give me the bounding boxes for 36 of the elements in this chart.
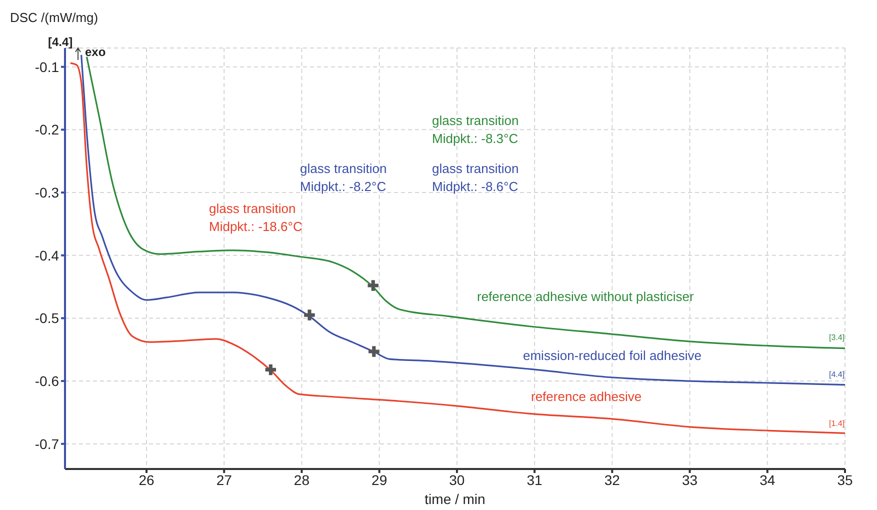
line-series [70, 62, 845, 434]
x-tick-label: 31 [526, 472, 543, 488]
annotation: [1.4] [829, 419, 845, 428]
point [368, 280, 378, 291]
annotation: exo [85, 45, 106, 59]
y-tick-label: -0.6 [34, 373, 60, 389]
y-tick-label: -0.2 [34, 122, 60, 138]
y-tick-label: -0.3 [34, 184, 60, 200]
x-tick-label: 27 [216, 472, 232, 488]
series-label: emission-reduced foil adhesive [523, 348, 702, 363]
x-axis-title: time / min [424, 491, 486, 507]
y-tick-label: -0.1 [34, 58, 60, 75]
annotation: [4.4] [48, 35, 73, 49]
series-label: reference adhesive [531, 389, 642, 404]
y-tick-label: -0.4 [34, 247, 60, 264]
annotation: glass transition Midpkt.: -18.6°C [209, 201, 302, 234]
annotation: [4.4] [829, 370, 845, 379]
y-tick-label: -0.7 [34, 436, 60, 452]
x-tick-label: 33 [682, 472, 698, 488]
x-tick-label: 34 [760, 472, 776, 488]
y-axis-title: DSC /(mW/mg) [10, 10, 98, 25]
x-tick-label: 35 [837, 472, 853, 488]
annotation: glass transition Midpkt.: -8.2°C [300, 161, 387, 194]
annotation: glass transition Midpkt.: -8.3°C [432, 113, 519, 146]
point [304, 310, 315, 320]
x-tick-label: 28 [294, 472, 310, 488]
x-tick-label: 29 [372, 472, 388, 488]
x-tick-label: 30 [449, 472, 465, 488]
y-tick-label: -0.5 [34, 310, 60, 326]
annotation: glass transition Midpkt.: -8.6°C [432, 161, 519, 194]
x-tick-label: 32 [604, 472, 620, 488]
x-tick-label: 26 [138, 472, 154, 488]
point [368, 346, 380, 357]
annotation: [3.4] [829, 333, 845, 342]
series-label: reference adhesive without plasticiser [477, 289, 694, 304]
point [265, 364, 276, 376]
